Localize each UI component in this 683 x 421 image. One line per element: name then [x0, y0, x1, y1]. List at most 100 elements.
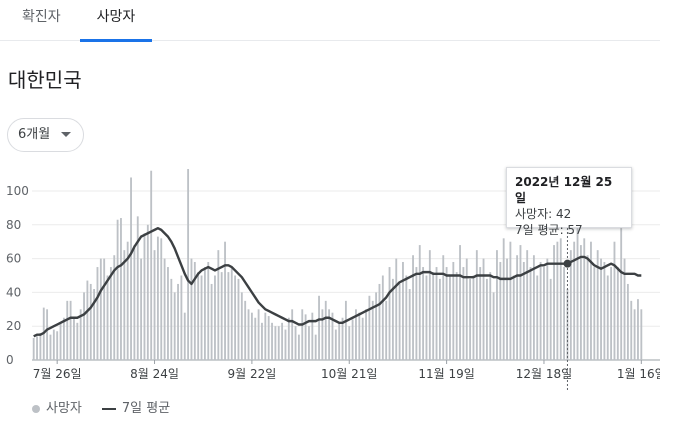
bar [96, 267, 99, 360]
bar [485, 278, 488, 360]
legend-line-label: 7일 평균 [121, 401, 171, 416]
bar [153, 250, 156, 360]
bar [113, 255, 116, 360]
bar [109, 267, 112, 360]
bar [230, 267, 233, 360]
bar [526, 250, 529, 360]
bar [465, 258, 468, 360]
bar [250, 312, 253, 360]
bar [193, 261, 196, 360]
tooltip-average: 7일 평균: 57 [515, 223, 583, 237]
x-tick-label: 10월 21일 [321, 367, 377, 381]
bar [391, 278, 394, 360]
y-tick-label: 60 [6, 252, 21, 266]
bar [277, 326, 280, 360]
bar [586, 255, 589, 360]
region-title: 대한민국 [8, 68, 82, 92]
bar [130, 177, 132, 360]
tab-bar: 확진자 사망자 [0, 0, 660, 42]
bar [388, 267, 391, 360]
x-tick-label: 8월 24일 [130, 367, 179, 381]
bar [532, 255, 535, 360]
bar [556, 241, 559, 360]
bar [66, 300, 69, 360]
tab-deaths[interactable]: 사망자 [80, 8, 152, 42]
bar [479, 267, 482, 360]
bar [600, 258, 602, 360]
bar [254, 317, 257, 360]
bar [499, 261, 502, 360]
bar [583, 238, 586, 360]
bar [462, 267, 465, 360]
bar [398, 283, 401, 360]
bar [472, 275, 475, 360]
bar [422, 267, 425, 360]
bar [358, 312, 361, 360]
x-tick-label: 12월 18일 [516, 367, 572, 381]
bar [170, 278, 173, 360]
bar [203, 267, 206, 360]
x-tick-label: 9월 22일 [227, 367, 276, 381]
deaths-chart[interactable]: 0 20 40 60 80 100 7월 26일 8월 24일 9월 22일 10월 21일 11월… [0, 160, 660, 390]
bar [126, 241, 129, 360]
bar [287, 317, 290, 360]
bar [264, 312, 267, 360]
bar [83, 292, 85, 360]
bar [351, 319, 354, 360]
caret-down-icon [61, 132, 71, 137]
bar [529, 267, 532, 360]
bar [610, 267, 613, 360]
bar [267, 316, 270, 360]
bar [120, 218, 122, 360]
bar [39, 332, 42, 360]
bar [156, 236, 159, 360]
x-tick-label: 7월 26일 [33, 367, 82, 381]
bar [630, 300, 633, 360]
bar [573, 241, 576, 360]
bar [308, 326, 310, 360]
bar [438, 278, 441, 360]
bar [449, 275, 451, 360]
bar [408, 289, 411, 360]
bar [469, 278, 472, 360]
bar [89, 283, 92, 360]
bar [616, 267, 619, 360]
bar [59, 322, 62, 360]
bar [301, 309, 304, 360]
bar [187, 169, 190, 360]
legend-line-swatch [101, 407, 116, 410]
bar [160, 238, 163, 360]
bar [344, 300, 347, 360]
bar [133, 245, 136, 360]
bar [49, 334, 52, 360]
bar [512, 275, 515, 360]
bar [180, 275, 183, 360]
bar [492, 292, 495, 360]
bar [509, 241, 512, 360]
bar [79, 309, 82, 360]
bar [553, 245, 555, 360]
bar [220, 272, 223, 360]
bar [368, 295, 371, 360]
bar [435, 267, 438, 360]
tab-cases[interactable]: 확진자 [22, 9, 61, 25]
bar [519, 245, 522, 360]
bar [32, 338, 35, 360]
bar [361, 317, 364, 360]
bar [116, 219, 119, 360]
bar [536, 275, 539, 360]
bar [455, 272, 458, 360]
bar [190, 258, 193, 360]
bar [284, 329, 287, 360]
bar [183, 312, 186, 360]
bar [348, 326, 351, 360]
bar [146, 224, 149, 360]
bar [297, 334, 300, 360]
bar [234, 275, 237, 360]
bar [173, 292, 176, 360]
time-range-dropdown[interactable]: 6개월 [7, 118, 84, 152]
bar [620, 228, 623, 360]
y-tick-label: 0 [6, 353, 14, 367]
bar [207, 261, 210, 360]
x-tick-label: 1월 16일 [617, 367, 660, 381]
